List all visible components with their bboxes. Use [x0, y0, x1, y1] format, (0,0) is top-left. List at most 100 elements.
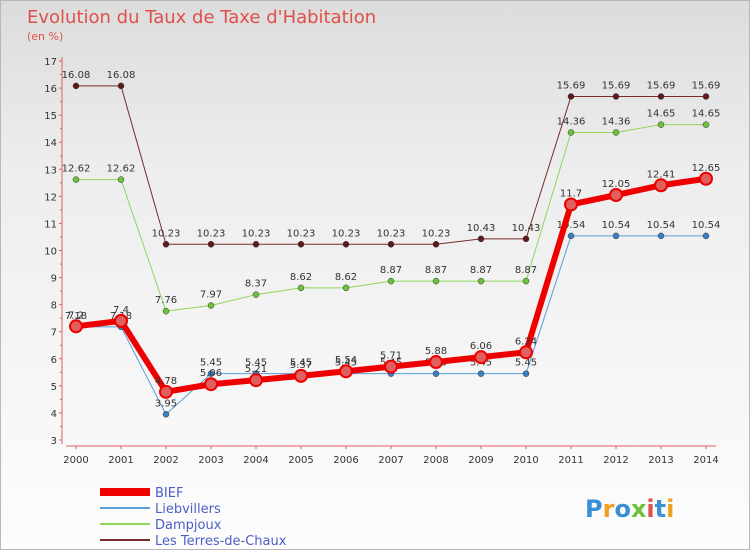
- data-label: 5.54: [335, 355, 357, 366]
- data-label: 10.54: [647, 220, 676, 231]
- x-tick-label: 2010: [513, 455, 538, 466]
- data-point: [612, 232, 620, 240]
- data-label: 10.54: [602, 220, 631, 231]
- data-point: [699, 171, 713, 186]
- x-tick-label: 2002: [153, 455, 178, 466]
- data-label: 6.24: [515, 336, 537, 347]
- data-point: [252, 241, 260, 248]
- data-label: 8.62: [290, 272, 312, 283]
- data-point: [432, 370, 440, 377]
- data-point: [477, 277, 485, 285]
- data-point: [297, 284, 305, 292]
- data-point: [297, 241, 305, 248]
- y-tick-label: 10: [44, 247, 57, 258]
- data-label: 10.23: [377, 228, 406, 239]
- data-label: 12.41: [647, 169, 676, 180]
- data-label: 14.36: [602, 116, 631, 127]
- proxiti-logo: Proxiti: [585, 495, 674, 523]
- data-point: [567, 129, 575, 136]
- data-label: 15.69: [647, 80, 676, 91]
- data-point: [567, 93, 575, 100]
- x-tick-label: 2004: [243, 455, 268, 466]
- x-tick-label: 2000: [63, 455, 88, 466]
- series-bief: 7.2 7.4 4.78 5.06 5.21 5.37 5.54 5.71 5.88 6.06 6.…: [68, 163, 720, 399]
- y-tick-label: 6: [51, 355, 57, 366]
- data-label: 15.69: [602, 80, 631, 91]
- data-label: 8.87: [515, 265, 537, 276]
- y-tick-label: 4: [51, 409, 57, 420]
- data-label: 16.08: [107, 70, 136, 81]
- data-label: 10.23: [332, 228, 361, 239]
- data-label: 5.45: [200, 358, 222, 369]
- data-label: 8.62: [335, 272, 357, 283]
- legend-label: Liebvillers: [155, 502, 221, 517]
- data-point: [612, 93, 620, 100]
- data-label: 8.87: [470, 265, 492, 276]
- x-tick-label: 2008: [423, 455, 448, 466]
- data-point: [654, 178, 668, 193]
- legend-label: Dampjoux: [155, 518, 222, 533]
- data-point: [117, 82, 125, 90]
- y-tick-label: 15: [44, 111, 57, 122]
- data-label: 10.23: [287, 228, 316, 239]
- data-label: 8.87: [380, 265, 402, 276]
- data-point: [657, 121, 665, 128]
- data-label: 10.23: [422, 228, 451, 239]
- data-point: [387, 241, 395, 248]
- legend-item: Liebvillers: [100, 502, 221, 517]
- data-label: 12.05: [602, 179, 631, 190]
- data-point: [162, 241, 170, 248]
- data-point: [522, 277, 530, 285]
- data-label: 10.23: [242, 228, 271, 239]
- data-point: [519, 345, 533, 360]
- data-label: 8.37: [245, 279, 267, 290]
- y-tick-label: 11: [44, 219, 57, 230]
- y-tick-label: 7: [51, 328, 57, 339]
- data-label: 12.62: [62, 164, 91, 175]
- data-label: 5.88: [425, 346, 447, 357]
- data-point: [477, 235, 485, 243]
- data-point: [204, 377, 218, 392]
- data-point: [384, 359, 398, 374]
- x-tick-label: 2007: [378, 455, 403, 466]
- x-tick-label: 2006: [333, 455, 358, 466]
- data-label: 5.45: [335, 358, 357, 369]
- data-label: 7.18: [65, 311, 87, 322]
- data-point: [69, 319, 83, 334]
- data-point: [162, 307, 170, 315]
- data-point: [159, 384, 173, 399]
- y-tick-label: 5: [51, 382, 57, 393]
- data-label: 7.4: [113, 305, 129, 316]
- legend-item: BIEF: [100, 486, 183, 501]
- data-point: [342, 284, 350, 292]
- y-tick-label: 3: [51, 436, 57, 447]
- data-label: 4.78: [155, 376, 177, 387]
- x-tick-label: 2001: [108, 455, 133, 466]
- data-point: [477, 370, 485, 377]
- x-tick-label: 2003: [198, 455, 223, 466]
- y-tick-label: 9: [51, 274, 57, 285]
- data-label: 5.06: [200, 368, 222, 379]
- data-label: 10.43: [467, 223, 496, 234]
- y-tick-label: 16: [44, 84, 57, 95]
- x-tick-label: 2005: [288, 455, 313, 466]
- data-label: 7.97: [200, 289, 222, 300]
- data-label: 6.06: [470, 341, 492, 352]
- data-point: [207, 370, 215, 377]
- data-label: 14.65: [647, 109, 676, 120]
- legend-label: BIEF: [155, 486, 183, 501]
- data-label: 5.37: [290, 360, 312, 371]
- data-point: [117, 176, 125, 183]
- y-tick-label: 14: [44, 138, 57, 149]
- x-tick-label: 2009: [468, 455, 493, 466]
- data-label: 8.87: [425, 265, 447, 276]
- data-label: 3.95: [155, 398, 177, 409]
- data-point: [702, 121, 710, 128]
- y-tick-label: 13: [44, 165, 57, 176]
- data-point: [294, 368, 308, 383]
- data-label: 5.45: [245, 358, 267, 369]
- data-label: 11.7: [560, 188, 582, 199]
- data-label: 10.23: [152, 228, 181, 239]
- series-liebvillers: 7.187.183.955.455.455.455.455.455.455.45…: [65, 220, 720, 418]
